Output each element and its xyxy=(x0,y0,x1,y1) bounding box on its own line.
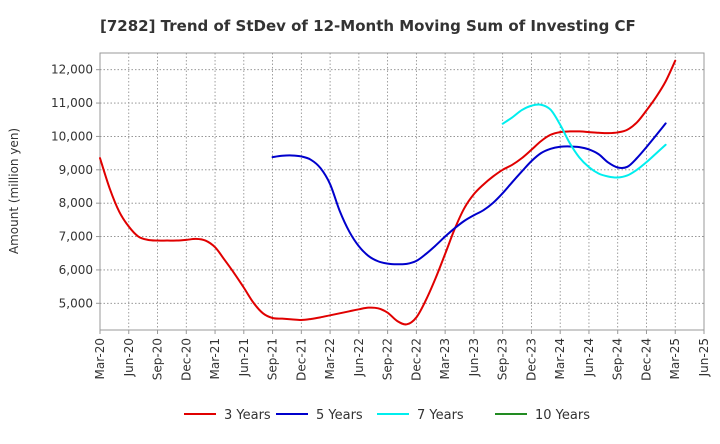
x-tick-label: Sep-23 xyxy=(496,338,510,380)
x-tick-label: Dec-23 xyxy=(524,338,538,381)
chart-title: [7282] Trend of StDev of 12-Month Moving… xyxy=(100,17,636,35)
x-tick-label: Jun-23 xyxy=(467,338,481,377)
plot-frame xyxy=(99,52,705,331)
x-tick-label: Mar-20 xyxy=(93,338,107,379)
x-tick-label: Jun-22 xyxy=(352,338,366,377)
series-5-years xyxy=(271,122,667,266)
series-line xyxy=(271,122,667,266)
x-tick-label: Mar-25 xyxy=(668,338,682,379)
x-tick-label: Mar-23 xyxy=(438,338,452,379)
legend-item: 5 Years xyxy=(276,408,363,423)
x-tick-label: Jun-20 xyxy=(122,338,136,377)
series-7-years xyxy=(501,103,667,179)
legend: 3 Years 5 Years 7 Years 10 Years xyxy=(184,408,590,423)
legend-label: 10 Years xyxy=(535,408,590,423)
series-3-years xyxy=(99,59,677,326)
y-axis-label: Amount (million yen) xyxy=(7,128,21,254)
x-tick-label: Dec-24 xyxy=(639,338,653,381)
series-line xyxy=(99,59,677,326)
y-tick-label: 11,000 xyxy=(51,96,93,110)
legend-label: 5 Years xyxy=(316,408,363,423)
x-tick-label: Dec-20 xyxy=(179,338,193,381)
legend-item: 7 Years xyxy=(377,408,464,423)
series-line xyxy=(501,103,667,179)
series-layer xyxy=(99,59,677,326)
y-tick-label: 7,000 xyxy=(59,230,93,244)
x-tick-label: Sep-22 xyxy=(381,338,395,380)
y-tick-label: 10,000 xyxy=(51,129,93,143)
x-tick-label: Mar-22 xyxy=(323,338,337,379)
y-tick-label: 8,000 xyxy=(59,196,93,210)
x-tick-label: Sep-20 xyxy=(151,338,165,380)
legend-item: 10 Years xyxy=(495,408,590,423)
x-tick-label: Dec-22 xyxy=(409,338,423,381)
x-tick-label: Sep-24 xyxy=(611,338,625,380)
y-tick-label: 5,000 xyxy=(59,296,93,310)
x-tick-label: Mar-24 xyxy=(553,338,567,379)
x-tick-label: Jun-21 xyxy=(237,338,251,377)
x-tick-label: Mar-21 xyxy=(208,338,222,379)
x-tick-label: Sep-21 xyxy=(266,338,280,380)
legend-label: 3 Years xyxy=(224,408,271,423)
x-tick-label: Jun-25 xyxy=(697,338,711,377)
y-tick-label: 6,000 xyxy=(59,263,93,277)
y-tick-label: 12,000 xyxy=(51,63,93,77)
legend-item: 3 Years xyxy=(184,408,271,423)
x-axis: Mar-20 Jun-20 Sep-20 Dec-20 Mar-21 Jun-21 Sep-… xyxy=(93,330,711,381)
y-axis: 5,000 6,000 7,000 8,000 9,000 10,000 11,000 12,… xyxy=(51,63,100,310)
legend-label: 7 Years xyxy=(417,408,464,423)
x-tick-label: Jun-24 xyxy=(582,338,596,377)
grid-layer xyxy=(100,53,704,330)
x-tick-label: Dec-21 xyxy=(294,338,308,381)
y-tick-label: 9,000 xyxy=(59,163,93,177)
